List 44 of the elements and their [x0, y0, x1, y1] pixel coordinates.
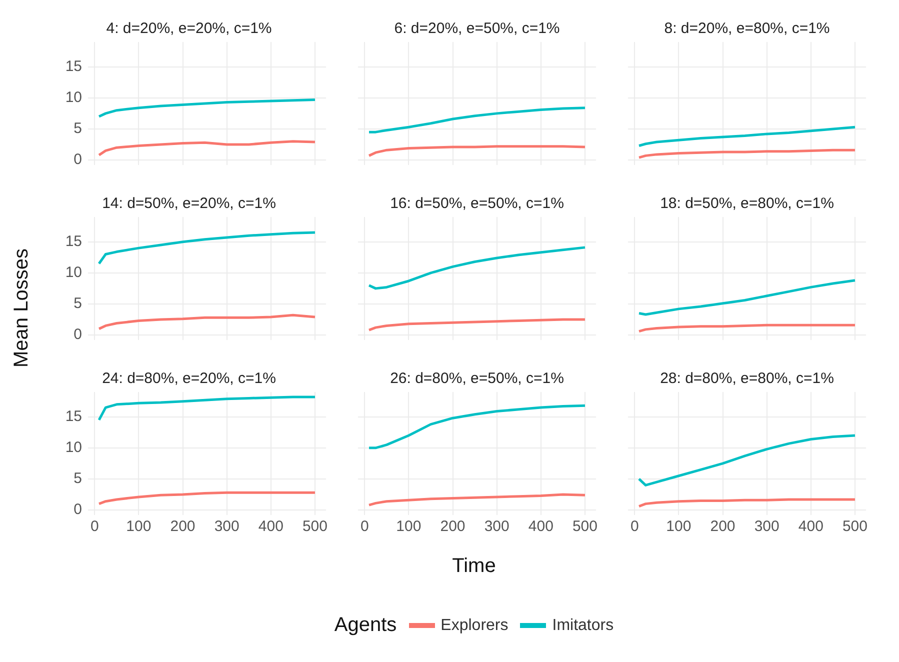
y-tick-label: 5	[74, 295, 82, 312]
legend-title: Agents	[334, 614, 397, 637]
x-tick-label: 500	[302, 518, 328, 536]
x-tick-label: 100	[666, 518, 692, 536]
y-axis-title: Mean Losses	[10, 248, 34, 368]
y-tick-label: 10	[65, 89, 82, 106]
y-tick-label: 0	[74, 151, 82, 168]
x-axis-title: Time	[451, 555, 497, 578]
chart-title: 28: d=80%, e=80%, c=1%	[660, 370, 834, 388]
chart-title: 8: d=20%, e=80%, c=1%	[664, 20, 830, 38]
chart-title: 14: d=50%, e=20%, c=1%	[102, 195, 276, 212]
x-tick-label: 300	[484, 518, 510, 536]
y-tick-label: 15	[65, 408, 82, 425]
y-tick-label: 5	[74, 470, 82, 488]
y-tick-label: 15	[65, 232, 82, 250]
legend-label: Imitators	[552, 616, 614, 634]
x-tick-label: 400	[528, 518, 554, 536]
chart-title: 18: d=50%, e=80%, c=1%	[660, 195, 834, 212]
chart-title: 6: d=20%, e=50%, c=1%	[394, 20, 560, 38]
legend-label: Explorers	[440, 616, 508, 634]
x-tick-label: 0	[90, 518, 99, 536]
x-tick-label: 0	[630, 518, 639, 536]
x-tick-label: 300	[754, 518, 780, 536]
y-tick-label: 15	[65, 58, 82, 75]
chart-title: 24: d=80%, e=20%, c=1%	[102, 370, 276, 388]
x-tick-label: 500	[572, 518, 598, 536]
chart-title: 4: d=20%, e=20%, c=1%	[106, 20, 272, 38]
y-tick-label: 0	[74, 501, 82, 518]
chart-title: 26: d=80%, e=50%, c=1%	[390, 370, 564, 388]
x-tick-label: 0	[360, 518, 369, 536]
x-tick-label: 400	[258, 518, 284, 536]
x-tick-label: 100	[126, 518, 152, 536]
y-tick-label: 10	[65, 264, 82, 282]
x-tick-label: 200	[170, 518, 196, 536]
x-tick-label: 500	[842, 518, 868, 536]
x-tick-label: 300	[214, 518, 240, 536]
x-tick-label: 200	[710, 518, 736, 536]
y-tick-label: 10	[65, 439, 82, 456]
x-tick-label: 400	[798, 518, 824, 536]
x-tick-label: 200	[440, 518, 466, 536]
y-tick-label: 5	[74, 120, 82, 138]
chart-title: 16: d=50%, e=50%, c=1%	[390, 195, 564, 212]
x-tick-label: 100	[396, 518, 422, 536]
y-tick-label: 0	[74, 326, 82, 344]
